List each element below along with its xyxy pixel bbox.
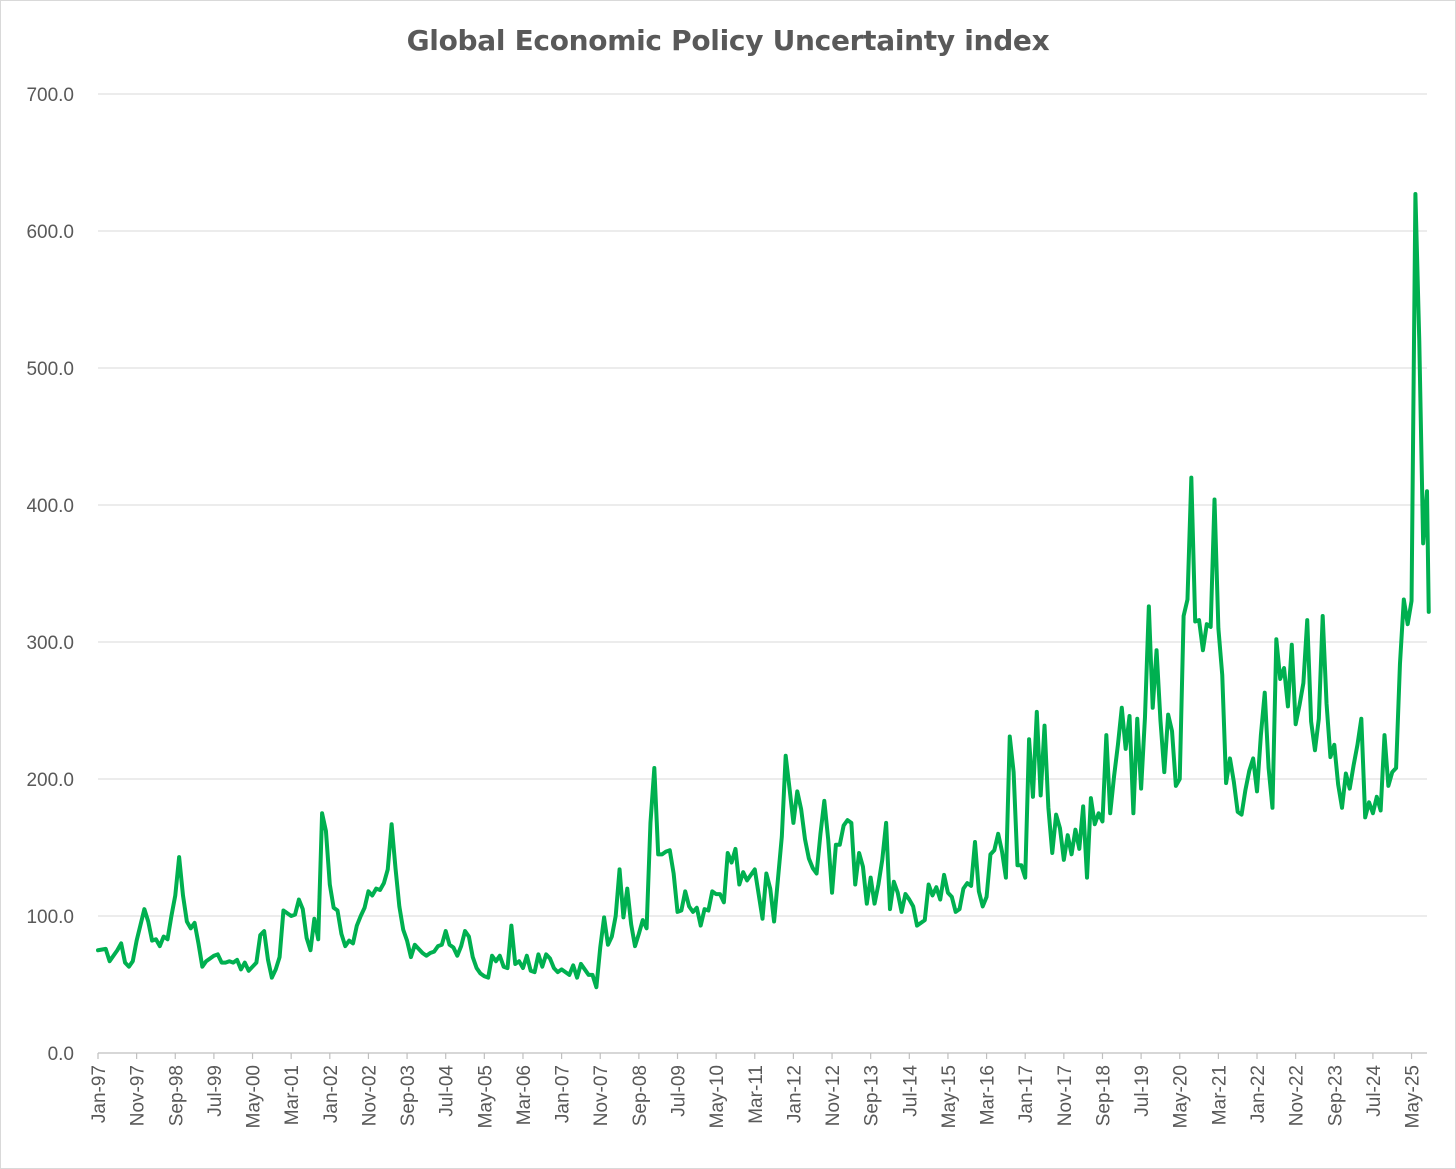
y-tick-label: 400.0 <box>26 496 74 517</box>
y-tick-label: 200.0 <box>26 770 74 791</box>
x-tick-label: Mar-01 <box>282 1065 303 1125</box>
chart-title: Global Economic Policy Uncertainty index <box>406 24 1050 57</box>
x-tick-label: Jul-09 <box>669 1065 690 1117</box>
x-tick-label: May-10 <box>707 1065 728 1128</box>
series-layer <box>96 192 1431 990</box>
x-tick-label: Nov-07 <box>591 1065 612 1126</box>
x-axis: Jan-97 Nov-97 Sep-98 Jul-99 May-00 Mar-01 Jan-… <box>89 1052 1427 1128</box>
x-tick-label: Jul-04 <box>437 1065 458 1117</box>
y-tick-label: 600.0 <box>26 222 74 243</box>
x-tick-label: Mar-16 <box>978 1065 999 1125</box>
y-tick-label: 100.0 <box>26 907 74 928</box>
x-tick-label: Jan-97 <box>89 1065 110 1123</box>
x-tick-label: Jan-22 <box>1248 1065 1269 1123</box>
x-tick-label: Jul-19 <box>1132 1065 1153 1117</box>
x-tick-label: Jan-02 <box>321 1065 342 1123</box>
series-line <box>96 192 1431 990</box>
x-tick-label: Sep-98 <box>166 1065 187 1126</box>
y-tick-label: 300.0 <box>26 633 74 654</box>
x-tick-label: Sep-08 <box>630 1065 651 1126</box>
x-tick-label: Jan-17 <box>1016 1065 1037 1123</box>
y-tick-label: 500.0 <box>26 359 74 380</box>
x-tick-label: May-15 <box>939 1065 960 1128</box>
gridlines <box>98 93 1427 917</box>
x-tick-label: Sep-18 <box>1093 1065 1114 1126</box>
x-tick-label: Jul-24 <box>1364 1065 1385 1117</box>
y-tick-label: 700.0 <box>26 85 74 106</box>
y-tick-label: 0.0 <box>48 1044 74 1065</box>
x-tick-label: May-00 <box>244 1065 265 1128</box>
x-tick-label: Mar-11 <box>746 1065 767 1124</box>
x-tick-label: Nov-22 <box>1287 1065 1308 1126</box>
y-axis: 0.0 100.0 200.0 300.0 400.0 500.0 600.0 700.0 <box>26 85 74 1065</box>
x-tick-label: Sep-23 <box>1325 1065 1346 1126</box>
x-tick-label: Jul-99 <box>205 1065 226 1117</box>
x-tick-label: Jan-07 <box>553 1065 574 1123</box>
x-tick-label: May-25 <box>1403 1065 1424 1128</box>
x-tick-label: Mar-21 <box>1209 1065 1230 1125</box>
x-tick-label: May-05 <box>475 1065 496 1128</box>
x-tick-label: Sep-03 <box>398 1065 419 1126</box>
x-tick-label: Sep-13 <box>862 1065 883 1126</box>
x-tick-label: Nov-12 <box>823 1065 844 1126</box>
x-tick-label: Jan-12 <box>784 1065 805 1123</box>
x-tick-label: Jul-14 <box>900 1065 921 1117</box>
x-tick-label: Nov-02 <box>359 1065 380 1126</box>
x-tick-label: Nov-97 <box>128 1065 149 1126</box>
x-tick-label: May-20 <box>1171 1065 1192 1128</box>
x-tick-label: Nov-17 <box>1055 1065 1076 1126</box>
x-tick-label: Mar-06 <box>514 1065 535 1125</box>
